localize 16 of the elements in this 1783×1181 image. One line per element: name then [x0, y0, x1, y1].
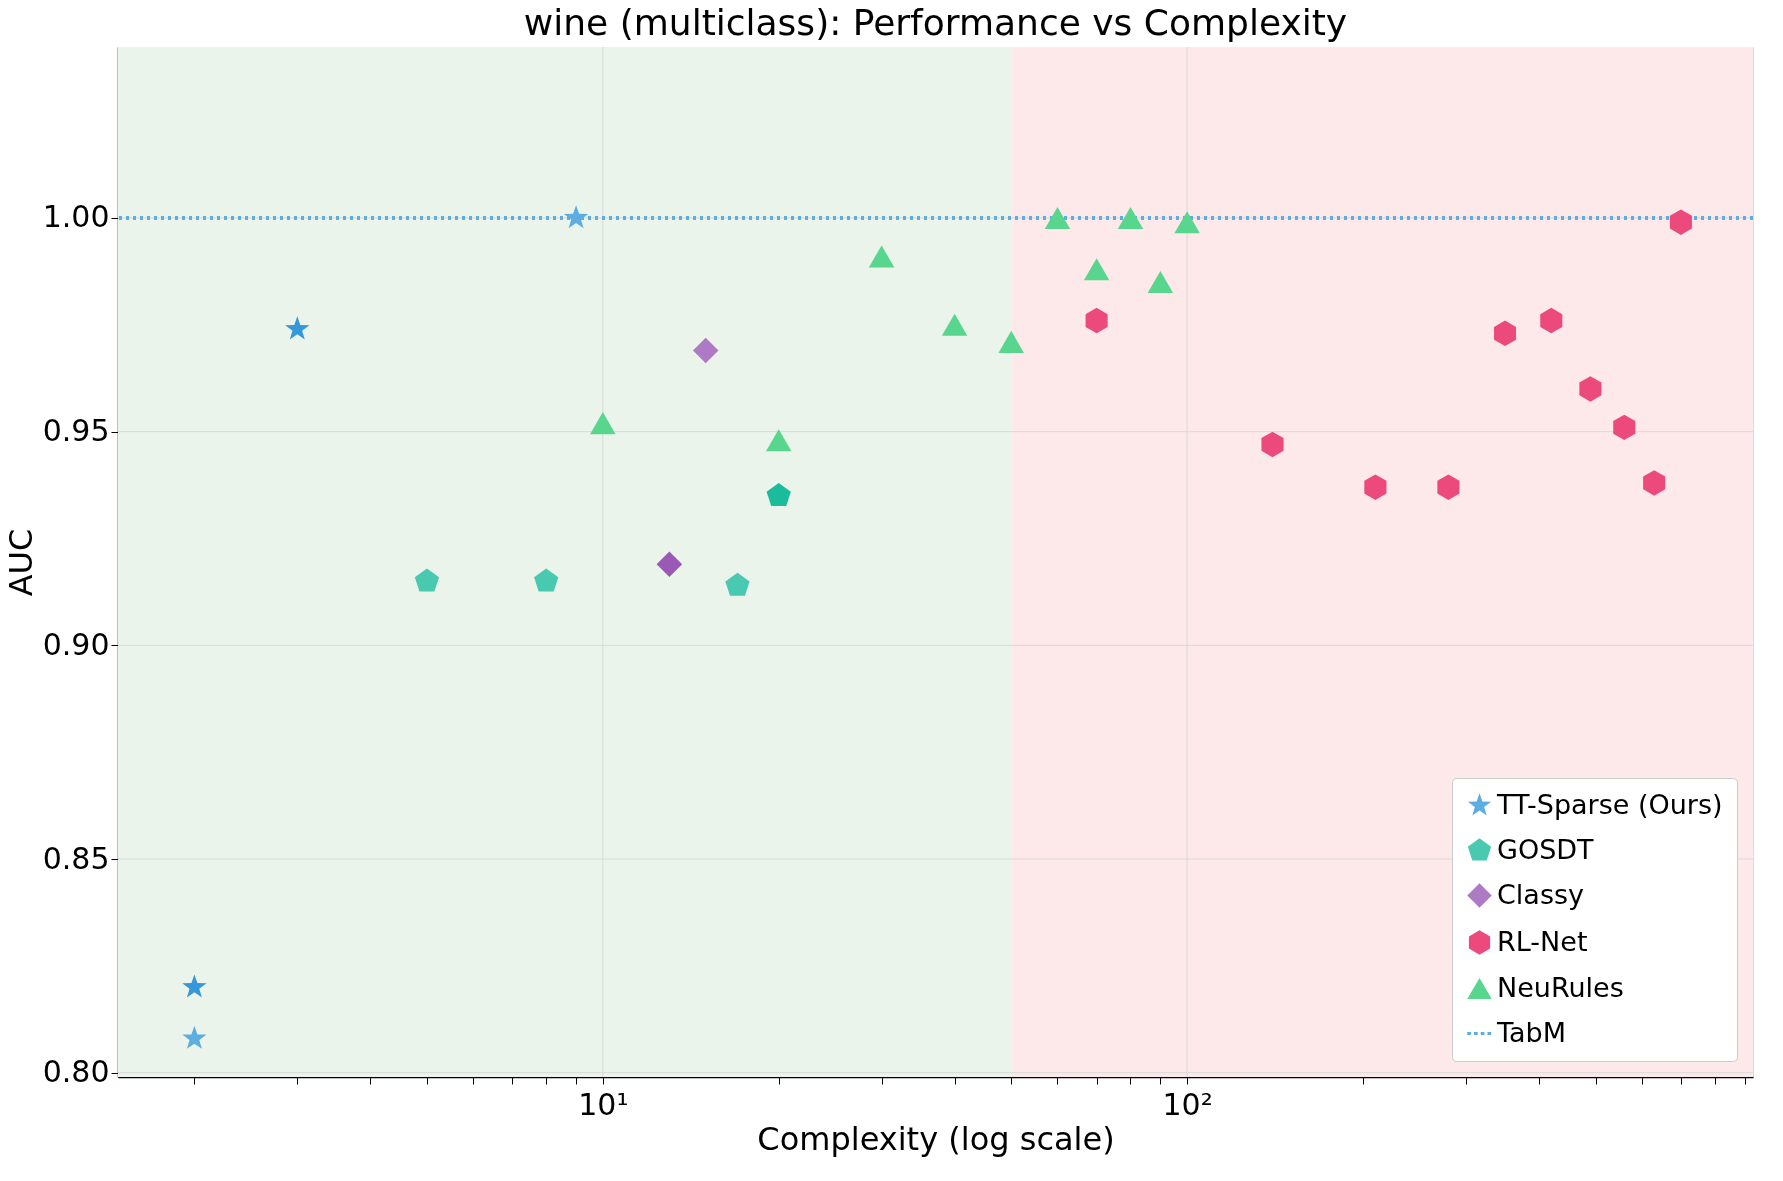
y-tick-label: 0.85 — [42, 840, 110, 876]
legend-label: Classy — [1497, 878, 1585, 910]
y-axis-title: AUC — [1, 528, 40, 597]
x-axis-title: Complexity (log scale) — [757, 1119, 1115, 1158]
legend-label: TabM — [1496, 1016, 1567, 1048]
y-tick-label: 0.80 — [42, 1054, 110, 1090]
chart-title: wine (multiclass): Performance vs Complexity — [523, 1, 1348, 43]
legend-label: GOSDT — [1497, 833, 1595, 865]
y-tick-label: 0.95 — [42, 413, 110, 449]
legend-label: TT-Sparse (Ours) — [1496, 788, 1723, 820]
legend-label: NeuRules — [1497, 971, 1624, 1003]
x-tick-label: 10² — [1162, 1086, 1213, 1122]
legend-label: RL-Net — [1497, 925, 1588, 957]
y-tick-label: 1.00 — [42, 199, 110, 235]
y-tick-label: 0.90 — [42, 626, 110, 662]
x-tick-label: 10¹ — [578, 1086, 629, 1122]
